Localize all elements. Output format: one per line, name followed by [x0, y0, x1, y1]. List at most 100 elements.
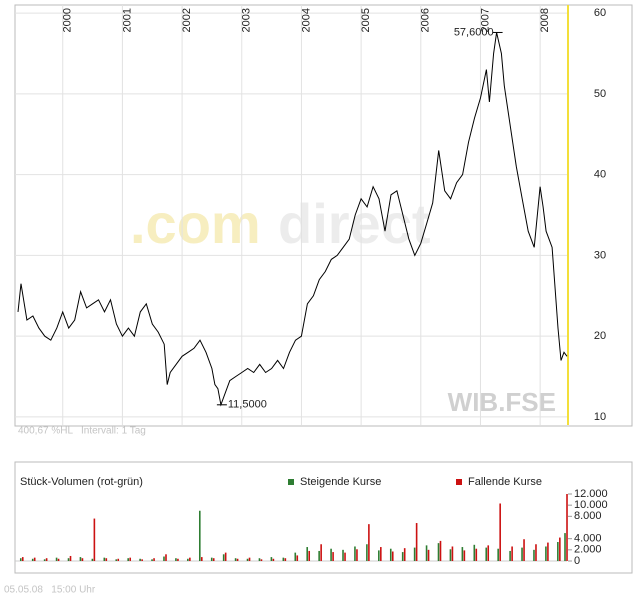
volume-bar [115, 559, 118, 561]
volume-bar [413, 547, 416, 561]
y-tick-label: 8.000 [574, 510, 602, 522]
volume-bar [272, 558, 275, 561]
volume-bar [103, 557, 106, 561]
volume-bar [284, 558, 287, 561]
y-tick-label: 20 [594, 330, 606, 342]
volume-bar [246, 558, 249, 561]
legend-label: Steigende Kurse [300, 476, 381, 488]
volume-bar [564, 533, 566, 561]
legend-swatch [288, 479, 294, 485]
y-tick-label: 0 [574, 555, 580, 567]
volume-bar [117, 558, 120, 561]
volume-bar [45, 558, 48, 561]
volume-bar [31, 558, 34, 561]
volume-title: Stück-Volumen (rot-grün) [20, 476, 143, 488]
volume-bar [401, 552, 404, 561]
volume-bar [368, 524, 370, 561]
volume-bar [69, 555, 72, 561]
volume-bar [509, 550, 511, 561]
x-tick-label: 2002 [181, 8, 193, 32]
volume-bar [380, 547, 382, 561]
volume-bar [499, 503, 501, 561]
y-tick-label: 4.000 [574, 533, 602, 545]
volume-bar [415, 523, 418, 561]
volume-bar [475, 548, 478, 561]
volume-bar [93, 518, 96, 561]
volume-bar [67, 558, 70, 561]
volume-bar [151, 559, 153, 561]
volume-bar [389, 548, 392, 561]
volume-bar [497, 548, 499, 561]
volume-bar [451, 546, 454, 561]
x-tick-label: 2007 [479, 8, 491, 32]
volume-bar [535, 544, 537, 561]
volume-bar [320, 544, 322, 561]
volume-bar [391, 551, 394, 561]
volume-bar [81, 558, 84, 561]
y-tick-label: 30 [594, 249, 606, 261]
price-panel [14, 4, 633, 427]
volume-bar [566, 494, 568, 561]
x-tick-label: 2005 [360, 8, 372, 32]
volume-bar [344, 552, 346, 561]
volume-bar [129, 557, 131, 561]
x-tick-label: 2004 [300, 8, 312, 32]
volume-bar [224, 552, 227, 561]
volume-bar [487, 545, 490, 561]
volume-bar [260, 559, 263, 561]
y-tick-label: 10.000 [574, 499, 608, 511]
volume-bar [234, 558, 237, 561]
volume-bar [282, 557, 285, 561]
volume-bar [523, 539, 525, 561]
symbol: WIB.FSE [448, 387, 556, 417]
y-tick-label: 12.000 [574, 488, 608, 500]
volume-bar [427, 549, 430, 561]
volume-bar [559, 537, 561, 561]
volume-bar [449, 549, 452, 561]
volume-bar [461, 547, 464, 561]
volume-bar [547, 542, 549, 561]
x-tick-label: 2000 [62, 8, 74, 32]
volume-bar [473, 544, 476, 561]
volume-bar [330, 548, 332, 561]
x-tick-label: 2003 [241, 8, 253, 32]
volume-bar [21, 557, 24, 561]
volume-bar [437, 543, 440, 561]
volume-bar [222, 554, 225, 561]
y-tick-label: 50 [594, 88, 606, 100]
volume-bar [270, 557, 273, 561]
volume-bar [545, 546, 547, 561]
volume-bar [533, 549, 535, 561]
volume-bar [189, 557, 191, 561]
volume-bar [139, 558, 141, 561]
volume-bar [511, 546, 513, 561]
volume-bar [557, 542, 559, 561]
annotation: 11,5000 [228, 399, 267, 411]
volume-bar [294, 552, 297, 561]
volume-bar [127, 558, 129, 561]
volume-bar [210, 557, 213, 561]
volume-bar [439, 540, 442, 561]
volume-bar [141, 559, 143, 561]
y-tick-label: 40 [594, 169, 606, 181]
volume-bar [306, 547, 309, 561]
volume-bar [33, 557, 36, 561]
volume-bar [356, 549, 358, 561]
volume-bar [200, 557, 203, 561]
volume-bar [153, 558, 155, 561]
volume-bar [43, 559, 46, 561]
volume-bar [332, 552, 334, 561]
volume-bar [236, 558, 239, 561]
legend-swatch [456, 479, 462, 485]
volume-bar [318, 550, 320, 561]
volume-bar [175, 558, 177, 561]
volume-bar [177, 558, 179, 561]
footer: 05.05.08 15:00 Uhr [4, 585, 96, 596]
volume-bar [105, 558, 108, 561]
volume-bar [57, 558, 60, 561]
volume-bar [212, 558, 215, 561]
y-tick-label: 10 [594, 411, 606, 423]
info: 400,67 %HL Intervall: 1 Tag [18, 426, 146, 437]
x-tick-label: 2001 [121, 8, 133, 32]
volume-bar [308, 550, 311, 561]
